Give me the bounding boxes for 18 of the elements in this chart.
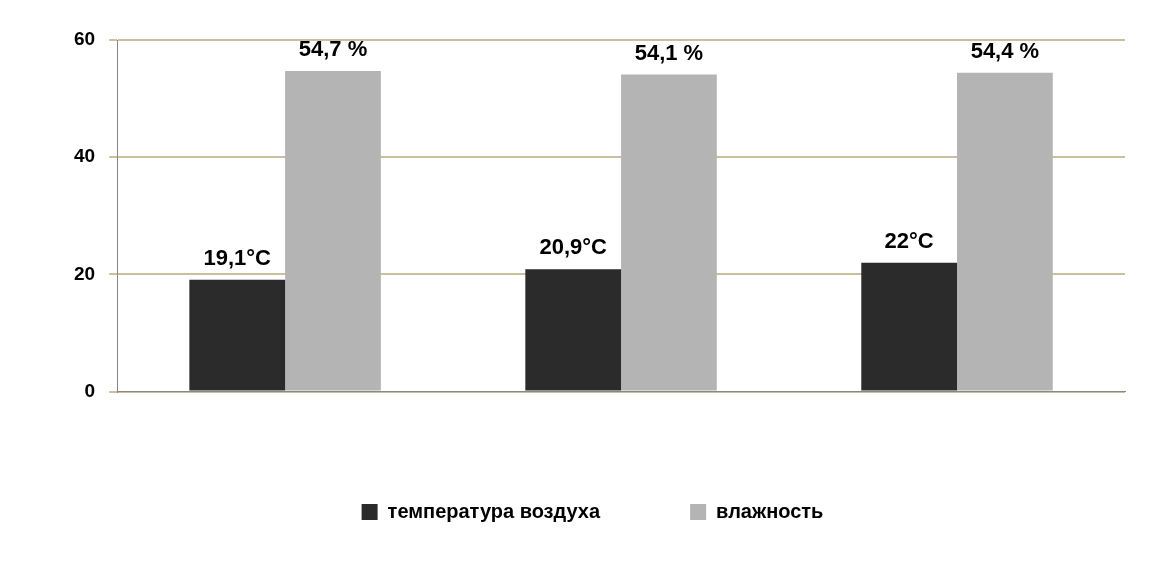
y-tick-label: 20: [73, 262, 96, 284]
data-label: 54,4 %: [970, 37, 1040, 63]
y-tick-label: 60: [73, 28, 96, 50]
bar: [621, 74, 717, 391]
data-label: 20,9°C: [539, 234, 608, 260]
bar: [525, 269, 622, 391]
legend-label: влажность: [716, 499, 824, 522]
data-label: 54,7 %: [298, 36, 368, 62]
data-label: 19,1°C: [203, 244, 272, 270]
bar: [957, 72, 1053, 391]
data-label: 54,1 %: [634, 39, 704, 65]
legend-label: температура воздуха: [387, 499, 601, 522]
bar: [189, 279, 286, 391]
y-tick-label: 0: [84, 379, 96, 401]
y-tick-label: 40: [73, 145, 96, 167]
data-label: 22°C: [884, 227, 934, 253]
bar: [861, 262, 958, 391]
bar: [285, 71, 381, 391]
